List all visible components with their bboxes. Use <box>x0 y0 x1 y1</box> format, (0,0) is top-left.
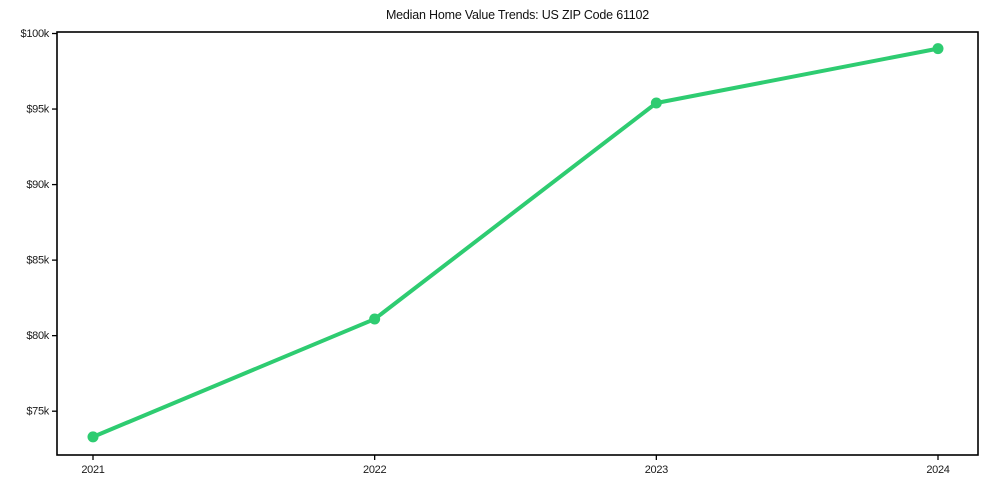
axes-frame <box>56 31 979 456</box>
data-point-2023 <box>650 97 662 109</box>
trend-line <box>91 46 940 439</box>
x-tick-label: 2022 <box>363 464 386 476</box>
data-point-2022 <box>369 313 381 325</box>
y-tick-label: $90k <box>26 179 49 191</box>
data-point-2021 <box>87 431 99 443</box>
y-tick-label: $85k <box>26 255 49 267</box>
chart-title: Median Home Value Trends: US ZIP Code 61… <box>385 8 650 22</box>
x-tick-label: 2024 <box>926 464 949 476</box>
x-tick-label: 2021 <box>81 464 104 476</box>
y-tick-label: $100k <box>21 28 50 40</box>
y-tick-label: $95k <box>26 104 49 116</box>
data-point-2024 <box>932 43 944 55</box>
y-tick-label: $75k <box>26 406 49 418</box>
y-tick-label: $80k <box>26 330 49 342</box>
x-tick-label: 2023 <box>645 464 668 476</box>
